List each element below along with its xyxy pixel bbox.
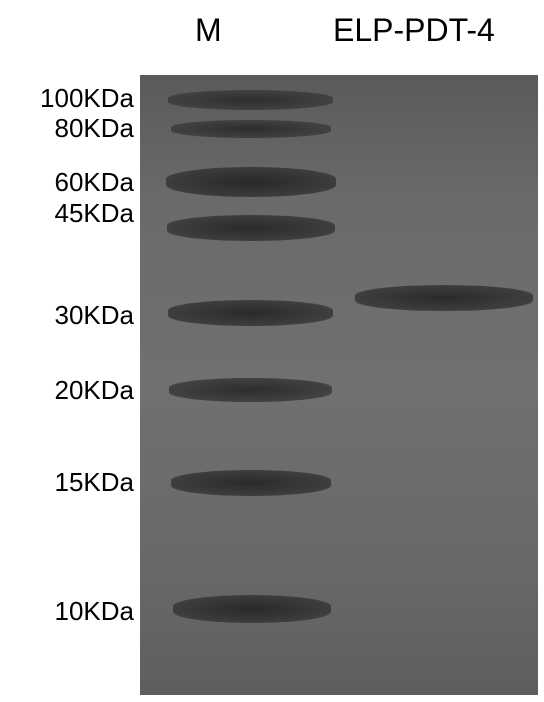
mw-label: 80KDa <box>55 113 135 144</box>
mw-label: 20KDa <box>55 375 135 406</box>
mw-label: 60KDa <box>55 167 135 198</box>
gel-band <box>168 300 333 326</box>
gel-band <box>168 90 333 110</box>
gel-band <box>169 378 332 402</box>
marker-header: M <box>195 12 222 49</box>
mw-label: 30KDa <box>55 300 135 331</box>
gel-band <box>167 215 335 241</box>
mw-label: 10KDa <box>55 596 135 627</box>
gel-band <box>173 595 331 623</box>
gel-band <box>355 285 533 311</box>
mw-label: 45KDa <box>55 198 135 229</box>
mw-label: 15KDa <box>55 467 135 498</box>
gel-image <box>140 75 538 695</box>
mw-label: 100KDa <box>40 83 134 114</box>
gel-band <box>166 167 336 197</box>
gel-band <box>171 120 331 138</box>
sample-header: ELP-PDT-4 <box>333 12 495 49</box>
gel-band <box>171 470 331 496</box>
